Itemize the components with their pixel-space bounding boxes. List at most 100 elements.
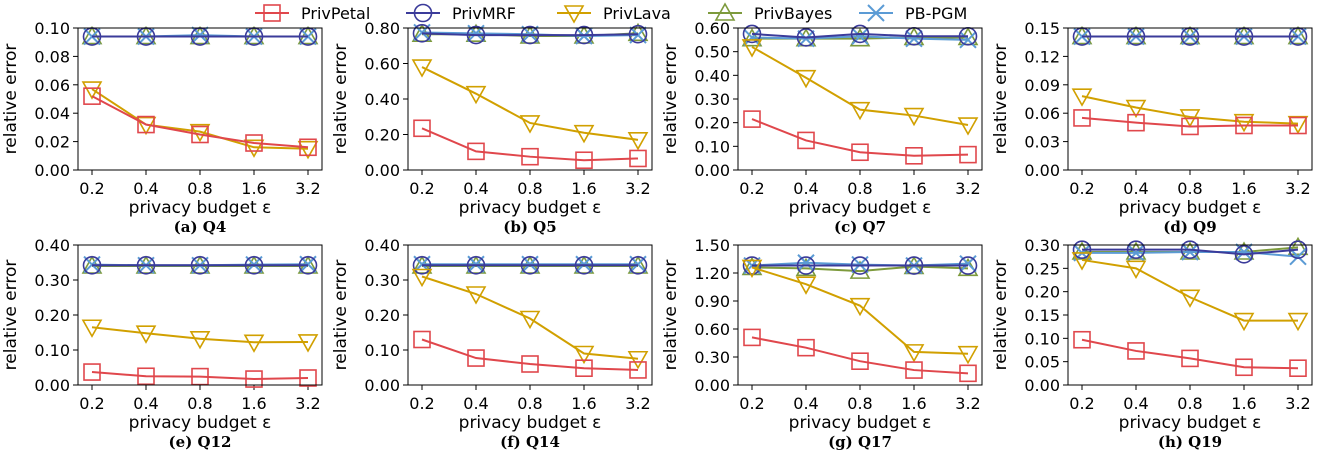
x-tick-label: 0.2 bbox=[739, 179, 764, 198]
data-point bbox=[742, 24, 762, 44]
data-point bbox=[1126, 240, 1146, 259]
data-point bbox=[743, 110, 761, 128]
x-tick-label: 1.6 bbox=[241, 394, 266, 413]
legend-label: PrivBayes bbox=[754, 4, 832, 23]
y-tick-label: 0.10 bbox=[1024, 329, 1060, 348]
data-point bbox=[81, 319, 103, 338]
data-point bbox=[957, 345, 979, 365]
chart-panel-5: 0.00 0.10 0.20 0.30 0.40 0.2 0.4 0.8 1.6 3.2 priva… bbox=[1, 236, 323, 451]
data-point bbox=[245, 370, 263, 388]
data-point bbox=[796, 28, 816, 47]
legend-item-privmrf: PrivMRF bbox=[406, 3, 516, 23]
x-tick-label: 0.4 bbox=[133, 394, 158, 413]
y-tick-label: 0.10 bbox=[694, 137, 730, 156]
y-tick-label: 0.30 bbox=[694, 348, 730, 367]
data-point bbox=[959, 31, 977, 49]
plot-frame bbox=[1067, 244, 1313, 386]
x-tick-label: 0.2 bbox=[409, 394, 434, 413]
x-tick-label: 0.2 bbox=[79, 394, 104, 413]
chart-panels: 0.00 0.02 0.04 0.06 0.08 0.10 0.2 0.4 0.8 1.6 3.2 p… bbox=[1, 19, 1313, 451]
y-axis-label: relative error bbox=[331, 44, 351, 155]
legend-marker bbox=[263, 4, 281, 22]
x-tick-label: 0.8 bbox=[1177, 179, 1202, 198]
x-tick-label: 0.2 bbox=[1069, 179, 1094, 198]
x-tick-label: 0.2 bbox=[79, 179, 104, 198]
data-point bbox=[297, 140, 319, 160]
legend-label: PrivMRF bbox=[452, 4, 516, 23]
data-point bbox=[243, 139, 265, 158]
legend-item-privlava: PrivLava bbox=[557, 4, 671, 24]
data-point bbox=[628, 24, 648, 44]
series-privlava bbox=[741, 259, 979, 365]
data-point bbox=[574, 255, 594, 275]
y-tick-label: 0.25 bbox=[1024, 259, 1060, 278]
data-point bbox=[520, 25, 540, 45]
series-privmrf bbox=[1072, 27, 1308, 46]
y-tick-label: 0.00 bbox=[694, 161, 730, 180]
y-tick-label: 0.30 bbox=[694, 90, 730, 109]
x-tick-label: 0.8 bbox=[847, 179, 872, 198]
chart-panel-7: 0.00 0.30 0.60 0.90 1.20 1.50 0.2 0.4 0.8 1.6 3.2 p… bbox=[661, 236, 983, 451]
data-point bbox=[1289, 359, 1307, 378]
data-point bbox=[519, 115, 541, 134]
series-privpetal bbox=[743, 328, 977, 383]
y-axis-label: relative error bbox=[661, 44, 681, 155]
x-tick-label: 3.2 bbox=[295, 394, 320, 413]
data-point bbox=[1127, 244, 1145, 262]
data-point bbox=[136, 255, 156, 275]
y-tick-label: 0.00 bbox=[1024, 161, 1060, 180]
legend-item-privpetal: PrivPetal bbox=[255, 4, 370, 23]
data-point bbox=[1071, 88, 1093, 107]
y-tick-label: 0.15 bbox=[1024, 19, 1060, 38]
data-point bbox=[795, 69, 817, 89]
data-point bbox=[1181, 243, 1199, 261]
data-point bbox=[83, 87, 101, 105]
data-point bbox=[903, 107, 925, 127]
data-point bbox=[959, 145, 977, 164]
y-tick-label: 0.60 bbox=[694, 320, 730, 339]
x-tick-label: 1.6 bbox=[901, 179, 926, 198]
y-tick-label: 0.00 bbox=[1024, 376, 1060, 395]
data-point bbox=[743, 28, 761, 47]
data-point bbox=[521, 355, 539, 373]
series-line bbox=[1082, 248, 1299, 256]
series-privmrf bbox=[412, 255, 648, 275]
data-point bbox=[957, 117, 979, 136]
y-tick-label: 0.10 bbox=[34, 341, 70, 360]
plot-frame bbox=[407, 244, 653, 386]
data-point bbox=[851, 143, 869, 162]
legend-marker bbox=[714, 2, 736, 21]
data-point bbox=[465, 85, 487, 105]
y-tick-label: 0.50 bbox=[694, 43, 730, 62]
data-point bbox=[413, 119, 431, 138]
data-point bbox=[81, 81, 103, 100]
data-point bbox=[412, 24, 432, 43]
y-tick-label: 0.20 bbox=[34, 306, 70, 325]
y-tick-label: 0.40 bbox=[34, 236, 70, 255]
y-tick-label: 0.90 bbox=[694, 292, 730, 311]
panel-caption: (e) Q12 bbox=[169, 433, 232, 451]
series-privlava bbox=[411, 268, 649, 370]
data-point bbox=[959, 364, 977, 383]
series-line bbox=[421, 127, 639, 162]
data-point bbox=[1073, 330, 1091, 349]
y-tick-label: 0.05 bbox=[1024, 353, 1060, 372]
data-point bbox=[1179, 289, 1201, 308]
y-tick-label: 0.80 bbox=[364, 19, 400, 38]
data-point bbox=[850, 24, 870, 44]
y-tick-label: 0.04 bbox=[34, 104, 70, 123]
x-tick-label: 0.4 bbox=[133, 179, 158, 198]
series-privlava bbox=[81, 319, 319, 353]
data-point bbox=[243, 334, 265, 353]
series-privpetal bbox=[1073, 109, 1307, 136]
series-privlava bbox=[411, 59, 649, 151]
panel-caption: (b) Q5 bbox=[503, 218, 556, 236]
data-point bbox=[82, 255, 102, 275]
y-tick-label: 0.08 bbox=[34, 47, 70, 66]
y-tick-label: 0.00 bbox=[34, 161, 70, 180]
data-point bbox=[465, 286, 487, 305]
x-axis-label: privacy budget ε bbox=[129, 413, 272, 433]
legend-marker bbox=[413, 3, 433, 23]
data-point bbox=[137, 115, 155, 134]
